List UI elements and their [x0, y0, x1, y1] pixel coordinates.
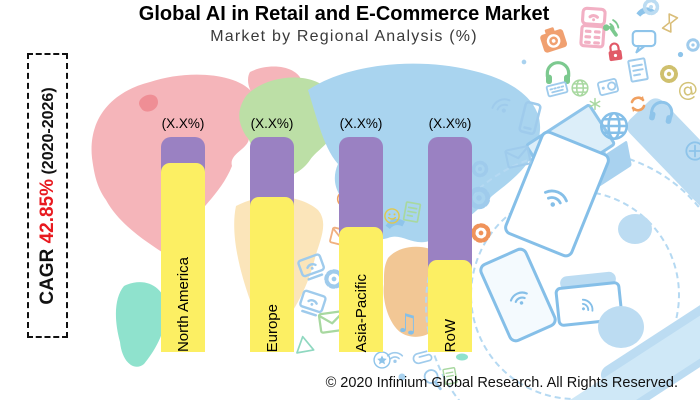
cagr-period: (2020-2026) [39, 86, 57, 179]
palm-blob [598, 306, 644, 348]
held-phone-illustration [554, 280, 624, 328]
bar-share-Europe: Europe [250, 197, 294, 352]
bar-category-label: RoW [441, 318, 459, 352]
bar-category-label: Europe [263, 303, 281, 352]
tablet-illustration [501, 128, 613, 260]
hand-blob [618, 214, 652, 244]
copyright-text: © 2020 Infinium Global Research. All Rig… [325, 375, 678, 391]
bar-value-label: (X.X%) [339, 116, 383, 131]
bar-value-label: (X.X%) [161, 116, 205, 131]
bar-category-label: Asia-Pacific [352, 273, 370, 352]
header: Global AI in Retail and E-Commerce Marke… [0, 3, 700, 46]
cagr-text: CAGR 42.85% (2020-2026) [37, 87, 59, 304]
bar-share-North America: North America [161, 163, 205, 352]
map-south-america [115, 282, 167, 367]
bar-value-label: (X.X%) [250, 116, 294, 131]
bar-value-label: (X.X%) [428, 116, 472, 131]
tablet-illustration [476, 245, 560, 345]
bar-share-RoW: RoW [428, 260, 472, 352]
bar-category-label: North America [174, 256, 192, 352]
cagr-label: CAGR [36, 242, 58, 305]
map-islet [139, 94, 158, 112]
cagr-value: 42.85% [36, 178, 58, 243]
bar-share-Asia-Pacific: Asia-Pacific [339, 227, 383, 352]
chart-subtitle: Market by Regional Analysis (%) [210, 28, 478, 45]
cagr-callout-box: CAGR 42.85% (2020-2026) [27, 53, 68, 338]
chart-title: Global AI in Retail and E-Commerce Marke… [138, 3, 550, 25]
